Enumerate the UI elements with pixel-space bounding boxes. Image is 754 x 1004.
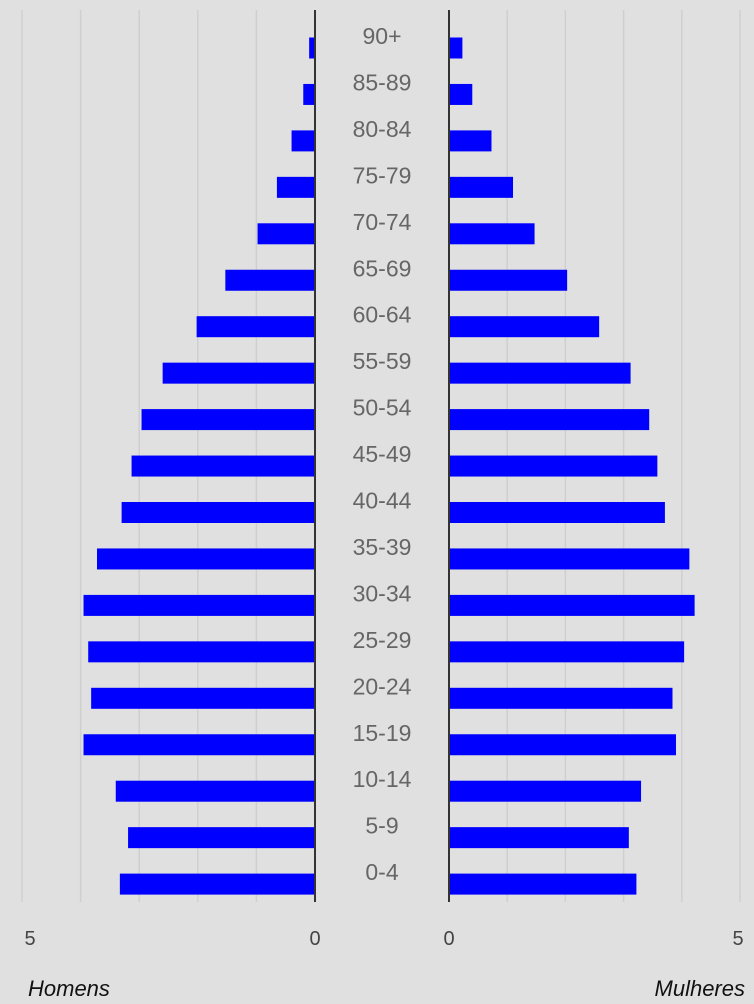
bar-homens-75-79 (276, 176, 315, 198)
bar-homens-45-49 (131, 455, 315, 477)
bar-homens-25-29 (88, 641, 315, 663)
age-label: 65-69 (353, 255, 412, 281)
bar-homens-0-4 (119, 873, 315, 895)
bar-homens-65-69 (225, 269, 315, 291)
bar-mulheres-35-39 (449, 548, 690, 570)
age-label: 55-59 (353, 348, 412, 374)
bar-homens-35-39 (97, 548, 316, 570)
bar-mulheres-60-64 (449, 316, 600, 338)
bar-homens-50-54 (141, 409, 315, 431)
mulheres-bars (449, 37, 695, 895)
tick-label-left: 5 (24, 928, 35, 950)
age-label: 90+ (362, 23, 401, 49)
bar-homens-20-24 (91, 687, 315, 709)
bar-mulheres-25-29 (449, 641, 685, 663)
age-label: 85-89 (353, 69, 412, 95)
bar-mulheres-40-44 (449, 502, 665, 523)
age-label: 40-44 (353, 488, 412, 514)
tick-label-right: 0 (443, 928, 454, 950)
age-label: 20-24 (353, 673, 412, 699)
bar-mulheres-20-24 (449, 687, 673, 709)
bar-mulheres-50-54 (449, 409, 650, 431)
bar-mulheres-5-9 (449, 827, 629, 849)
bar-homens-55-59 (162, 362, 315, 384)
age-label: 45-49 (353, 441, 412, 467)
bar-mulheres-90+ (449, 37, 463, 59)
bar-homens-80-84 (291, 130, 315, 152)
bar-homens-10-14 (115, 780, 315, 802)
age-label: 0-4 (365, 859, 398, 885)
age-label: 30-34 (353, 580, 412, 606)
bar-homens-85-89 (303, 83, 315, 105)
bar-mulheres-30-34 (449, 594, 695, 616)
age-label: 35-39 (353, 534, 412, 560)
bar-mulheres-45-49 (449, 455, 658, 477)
age-group-labels: 90+ 85-89 80-84 75-79 70-74 65-69 60-64 55-59 50… (353, 23, 412, 885)
age-label: 70-74 (353, 209, 412, 235)
bar-mulheres-55-59 (449, 362, 631, 384)
tick-label-left: 0 (309, 928, 320, 950)
bar-mulheres-70-74 (449, 223, 535, 245)
age-label: 50-54 (353, 395, 412, 421)
age-label: 80-84 (353, 116, 412, 142)
bar-mulheres-80-84 (449, 130, 492, 152)
bar-homens-90+ (309, 37, 315, 59)
homens-label: Homens (28, 976, 110, 1001)
bar-homens-60-64 (196, 316, 315, 338)
bar-mulheres-85-89 (449, 83, 473, 105)
age-label: 5-9 (365, 813, 398, 839)
bar-homens-5-9 (128, 827, 315, 849)
age-label: 10-14 (353, 766, 412, 792)
bar-mulheres-65-69 (449, 269, 568, 291)
mulheres-label: Mulheres (655, 976, 745, 1001)
bar-homens-70-74 (257, 223, 315, 245)
bar-mulheres-10-14 (449, 780, 642, 802)
bar-mulheres-75-79 (449, 176, 514, 198)
tick-label-right: 5 (732, 928, 743, 950)
bar-mulheres-0-4 (449, 873, 637, 895)
bar-homens-40-44 (121, 502, 316, 523)
bar-homens-15-19 (83, 734, 315, 756)
bar-mulheres-15-19 (449, 734, 676, 756)
age-label: 25-29 (353, 627, 412, 653)
bar-homens-30-34 (83, 594, 315, 616)
age-label: 75-79 (353, 162, 412, 188)
age-label: 15-19 (353, 720, 412, 746)
x-tick-labels: 5 0 0 5 (24, 928, 743, 950)
center-axes (314, 10, 450, 902)
age-label: 60-64 (353, 302, 412, 328)
homens-bars (83, 37, 316, 895)
